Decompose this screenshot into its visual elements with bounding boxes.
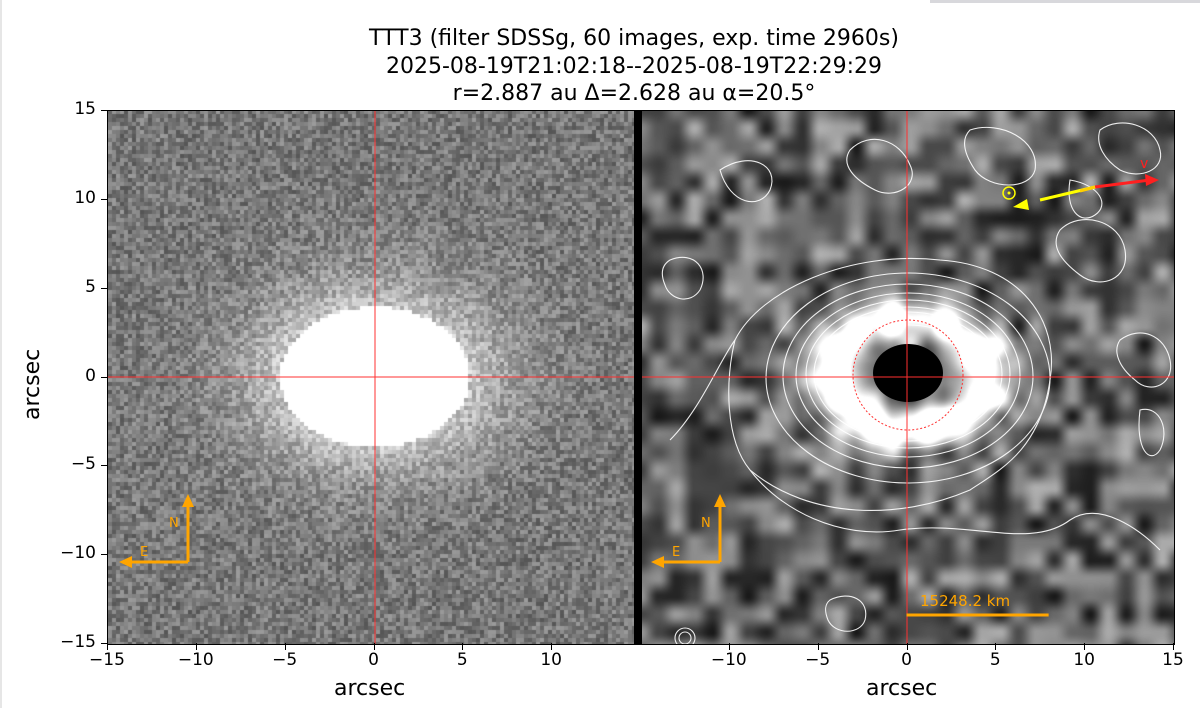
saturated-nucleus: [873, 344, 943, 402]
y-tick-label: 15: [74, 99, 96, 119]
outer-contour: [728, 257, 1052, 512]
axis-tick: [373, 643, 375, 650]
background-contour: [678, 631, 692, 644]
background-contour: [719, 160, 773, 203]
axis-tick: [101, 554, 108, 556]
sun-arrowhead: [1013, 199, 1029, 210]
right-image-panel: v N E 15248.2 km: [640, 110, 1174, 644]
axis-tick: [101, 465, 108, 467]
contour-ring-8: [831, 320, 985, 428]
axis-tick: [462, 643, 464, 650]
background-contour: [1055, 219, 1127, 283]
north-arrowhead: [182, 494, 194, 507]
contour-ring-3: [795, 292, 1021, 458]
contour-ring-1: [765, 272, 1051, 484]
axis-tick: [101, 110, 108, 111]
axis-tick: [195, 643, 197, 650]
axis-tick: [101, 643, 108, 644]
x-tick-label: −15: [89, 650, 125, 670]
y-tick-label: −10: [60, 543, 96, 564]
window-edge: [0, 0, 2, 708]
x-tick-label: −10: [177, 650, 214, 670]
figure-title-line3: r=2.887 au Δ=2.628 au α=20.5°: [452, 81, 816, 106]
background-contour: [846, 138, 913, 194]
isophote-contours: [661, 122, 1172, 644]
y-tick-label: −15: [60, 632, 96, 652]
y-tick-label: 0: [85, 365, 96, 386]
background-contour: [661, 256, 704, 300]
axis-tick: [101, 198, 108, 200]
east-label: E: [140, 545, 148, 560]
sun-icon: [1002, 186, 1016, 200]
axis-tick: [817, 643, 819, 650]
left-y-axis-title: arcsec: [20, 348, 45, 420]
aperture-circle: [852, 319, 964, 431]
north-label: N: [169, 516, 179, 531]
contour-ring-9: [836, 324, 980, 424]
axis-tick: [107, 643, 108, 650]
panel-divider: [634, 110, 642, 644]
velocity-arrow: [1094, 178, 1151, 189]
figure-title-line1: TTT3 (filter SDSSg, 60 images, exp. time…: [369, 26, 899, 51]
x-tick-label: −5: [805, 650, 831, 670]
compass-rose-left: N E: [119, 494, 194, 568]
x-tick-label: 5: [456, 650, 468, 670]
east-arrowhead: [651, 556, 664, 568]
north-label: N: [701, 516, 711, 531]
left-image-panel: N E: [108, 110, 642, 644]
east-arrowhead: [119, 556, 132, 568]
contour-ring-4: [805, 299, 1011, 449]
axis-tick: [101, 287, 108, 289]
background-contour: [1138, 408, 1165, 457]
y-tick-label: 10: [74, 187, 96, 208]
x-tick-label: 15: [1162, 650, 1184, 670]
velocity-sun-arrows: v: [1002, 156, 1159, 210]
east-label: E: [672, 545, 680, 560]
scale-bar-label: 15248.2 km: [920, 592, 1010, 610]
x-tick-label: 0: [901, 650, 912, 670]
figure-title-line2: 2025-08-19T21:02:18--2025-08-19T22:29:29: [385, 54, 883, 79]
arrow-blend: [1079, 185, 1096, 193]
x-tick-label: −10: [710, 650, 747, 670]
axis-tick: [906, 643, 908, 650]
left-overlay: N E: [108, 110, 642, 644]
axis-tick: [728, 643, 730, 650]
axis-tick: [995, 643, 997, 650]
background-contour: [964, 126, 1036, 186]
window-top-line: [930, 0, 1200, 3]
contour-ring-5: [813, 306, 1003, 442]
velocity-arrowhead: [1145, 174, 1159, 186]
x-tick-label: 10: [1073, 650, 1095, 670]
left-x-axis-title: arcsec: [334, 676, 406, 701]
background-contour: [674, 627, 696, 644]
axis-tick: [551, 643, 553, 650]
north-arrowhead: [714, 494, 726, 507]
right-overlay: v N E 15248.2 km: [640, 110, 1174, 644]
background-contour: [1098, 122, 1162, 175]
axis-tick: [1084, 643, 1086, 650]
x-tick-label: −5: [272, 650, 298, 670]
contour-ring-2: [782, 283, 1034, 469]
x-tick-label: 5: [989, 650, 1001, 670]
contour-ring-7: [826, 316, 990, 432]
y-tick-label: −5: [70, 454, 96, 475]
background-contour: [825, 595, 867, 632]
axis-tick: [284, 643, 286, 650]
outer-contour-extension: [669, 339, 1161, 551]
right-x-axis-title: arcsec: [866, 676, 938, 701]
background-contour: [1116, 332, 1172, 388]
velocity-label: v: [1140, 156, 1148, 172]
contour-ring-6: [820, 311, 996, 437]
x-tick-label: 0: [368, 650, 379, 670]
axis-tick: [101, 376, 108, 378]
compass-rose-right: N E: [651, 494, 726, 568]
y-tick-label: 5: [85, 276, 96, 297]
x-tick-label: 10: [540, 650, 562, 670]
axis-tick: [1173, 643, 1174, 650]
scale-bar: 15248.2 km: [906, 592, 1049, 617]
